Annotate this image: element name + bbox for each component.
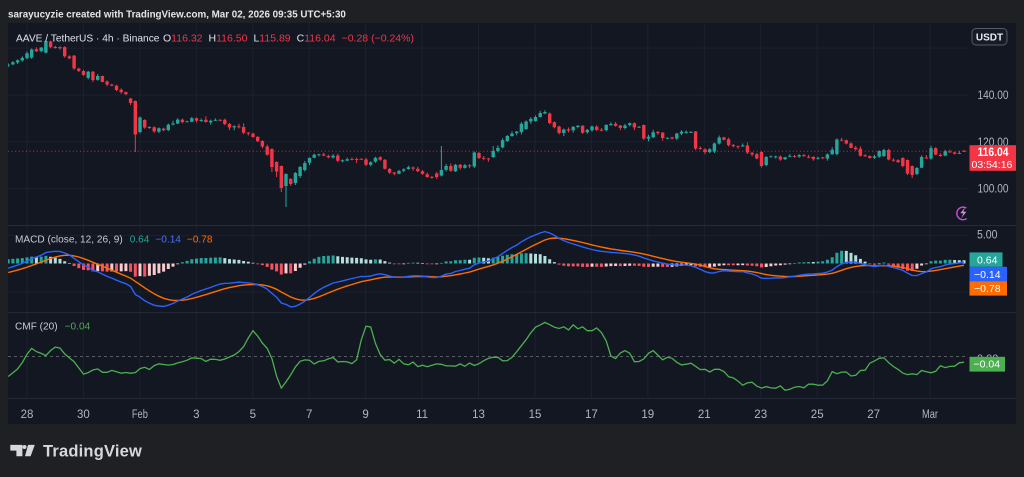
svg-text:−0.14: −0.14 [974, 269, 1001, 281]
svg-text:CMF (20)−0.04: CMF (20) −0.04 [15, 322, 91, 333]
svg-text:15: 15 [529, 409, 542, 421]
svg-text:USDT: USDT [976, 33, 1003, 44]
svg-text:116.04: 116.04 [978, 147, 1010, 159]
svg-text:27: 27 [867, 409, 880, 421]
svg-text:7: 7 [306, 409, 312, 421]
svg-text:Feb: Feb [132, 409, 148, 421]
svg-text:3: 3 [193, 409, 199, 421]
svg-text:0.64: 0.64 [977, 254, 998, 266]
svg-text:−0.04: −0.04 [974, 359, 1001, 371]
svg-text:5.00: 5.00 [977, 230, 998, 242]
svg-text:11: 11 [416, 409, 428, 421]
svg-text:25: 25 [811, 409, 824, 421]
svg-text:100.00: 100.00 [978, 184, 1009, 196]
svg-text:13: 13 [472, 409, 485, 421]
svg-text:23: 23 [754, 409, 767, 421]
svg-text:28: 28 [21, 409, 34, 421]
svg-text:AAVE / TetherUS · 4h · Binance: AAVE / TetherUS · 4h · Binance [16, 34, 160, 45]
svg-text:17: 17 [585, 409, 598, 421]
svg-text:30: 30 [77, 409, 90, 421]
svg-text:21: 21 [698, 409, 711, 421]
svg-text:5: 5 [250, 409, 256, 421]
svg-text:19: 19 [641, 409, 654, 421]
svg-text:TradingView: TradingView [43, 443, 142, 461]
svg-text:03:54:16: 03:54:16 [972, 159, 1013, 171]
svg-text:sarayucyzie created with Tradi: sarayucyzie created with TradingView.com… [8, 10, 346, 21]
svg-text:9: 9 [362, 409, 368, 421]
svg-text:Mar: Mar [922, 409, 938, 421]
svg-text:MACD (close, 12, 26, 9)0.64−0.: MACD (close, 12, 26, 9) 0.64 −0.14 −0.78 [15, 235, 213, 246]
svg-text:140.00: 140.00 [978, 90, 1009, 102]
svg-text:−0.78: −0.78 [974, 283, 1001, 295]
